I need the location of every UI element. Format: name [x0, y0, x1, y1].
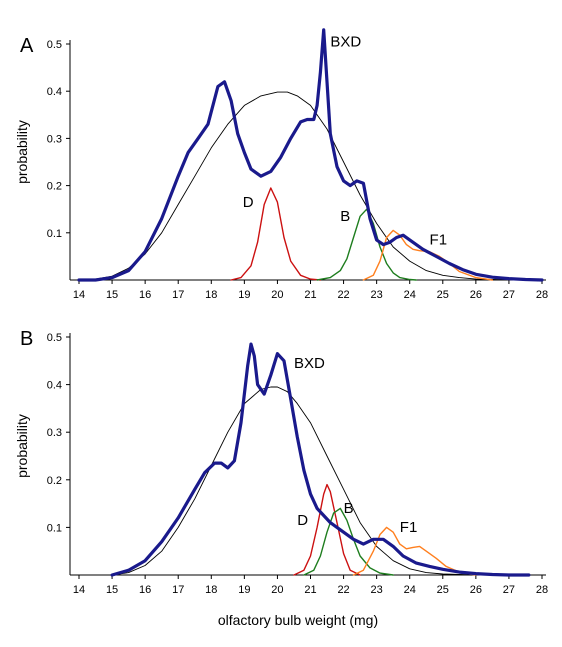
panel-a-x-tick-label: 23 [371, 289, 383, 301]
panel-b-letter: B [20, 328, 33, 350]
panel-a-y-tick-label: 0.1 [47, 228, 62, 240]
panel-a-x-tick-label: 24 [404, 289, 416, 301]
panel-a-y-tick-label: 0.2 [47, 181, 62, 193]
panel-a-x-tick-label: 21 [304, 289, 316, 301]
panel-a-series-bxd-line [77, 28, 544, 282]
panel-b-y-tick-label: 0.3 [47, 427, 62, 439]
panel-a-x-tick-label: 22 [337, 289, 349, 301]
panel-a-curve-label-d: D [243, 194, 254, 211]
panel-a-series-d-line [230, 187, 322, 281]
panel-b-series-d-line [293, 483, 361, 576]
panel-b-y-tick-label: 0.5 [47, 332, 62, 344]
panel-b-y-tick-label: 0.2 [47, 475, 62, 487]
panel-b-x-tick-label: 25 [437, 584, 449, 596]
panel-b-x-tick-label: 15 [106, 584, 118, 596]
panel-b-x-tick-label: 23 [371, 584, 383, 596]
panel-b-series-bxd-line [110, 342, 531, 577]
panel-a-x-tick-label: 15 [106, 289, 118, 301]
panel-a-x-tick-label: 17 [172, 289, 184, 301]
panel-a-series-b-line [316, 208, 417, 281]
panel-a-y-tick-label: 0.5 [47, 39, 62, 51]
panel-b-x-tick-label: 19 [238, 584, 250, 596]
panel-b-x-tick-label: 26 [470, 584, 482, 596]
panel-b-y-tick-label: 0.4 [47, 380, 62, 392]
panel-b-y-axis-title: probability [14, 414, 30, 478]
panel-a-y-tick-label: 0.4 [47, 86, 62, 98]
x-axis-title: olfactory bulb weight (mg) [218, 612, 378, 628]
panel-b-x-tick-label: 21 [304, 584, 316, 596]
panel-b-x-tick-label: 24 [404, 584, 416, 596]
panel-a-y-axis-title: probability [14, 120, 30, 184]
panel-a-y-tick-label: 0.3 [47, 133, 62, 145]
panel-b-x-tick-label: 14 [73, 584, 85, 596]
panel-b-series-fit-line [111, 386, 530, 576]
panel-b-curve-label-bxd: BXD [294, 355, 325, 372]
panel-b-series-f1-line [352, 526, 477, 576]
panel-b: B probability 0.1 0.2 0.3 0.4 0.5 14 15 16 17 18 1… [14, 328, 548, 596]
panel-a-x-tick-label: 28 [536, 289, 548, 301]
panel-a-series-fit-line [78, 91, 543, 281]
panel-a-curve-label-b: B [340, 208, 350, 225]
panel-b-curve-label-f1: F1 [400, 519, 418, 536]
panel-b-series-b-line [303, 507, 394, 576]
panel-b-x-tick-label: 28 [536, 584, 548, 596]
panel-a-x-tick-label: 14 [73, 289, 85, 301]
panel-b-curve-label-d: D [297, 512, 308, 529]
panel-a-curve-label-bxd: BXD [330, 33, 361, 50]
panel-b-curve-label-b: B [344, 500, 354, 517]
panel-a-x-tick-label: 18 [205, 289, 217, 301]
panel-a-x-tick-label: 25 [437, 289, 449, 301]
panel-a-x-tick-label: 27 [503, 289, 515, 301]
panel-b-y-tick-label: 0.1 [47, 522, 62, 534]
panel-a-x-tick-label: 19 [238, 289, 250, 301]
panel-b-x-tick-label: 18 [205, 584, 217, 596]
panel-a: A probability 0.1 0.2 0.3 0.4 0.5 14 15 16 17 18 1… [14, 28, 548, 301]
panel-a-x-tick-label: 26 [470, 289, 482, 301]
panel-a-curve-label-f1: F1 [430, 232, 448, 249]
panel-b-x-tick-label: 16 [139, 584, 151, 596]
panel-a-series-f1-line [362, 229, 494, 281]
panel-a-x-tick-label: 20 [271, 289, 283, 301]
panel-a-x-tick-label: 16 [139, 289, 151, 301]
panel-b-x-tick-label: 17 [172, 584, 184, 596]
panel-a-letter: A [20, 35, 34, 57]
panel-b-x-tick-label: 20 [271, 584, 283, 596]
panel-b-x-tick-label: 27 [503, 584, 515, 596]
panel-b-x-tick-label: 22 [337, 584, 349, 596]
